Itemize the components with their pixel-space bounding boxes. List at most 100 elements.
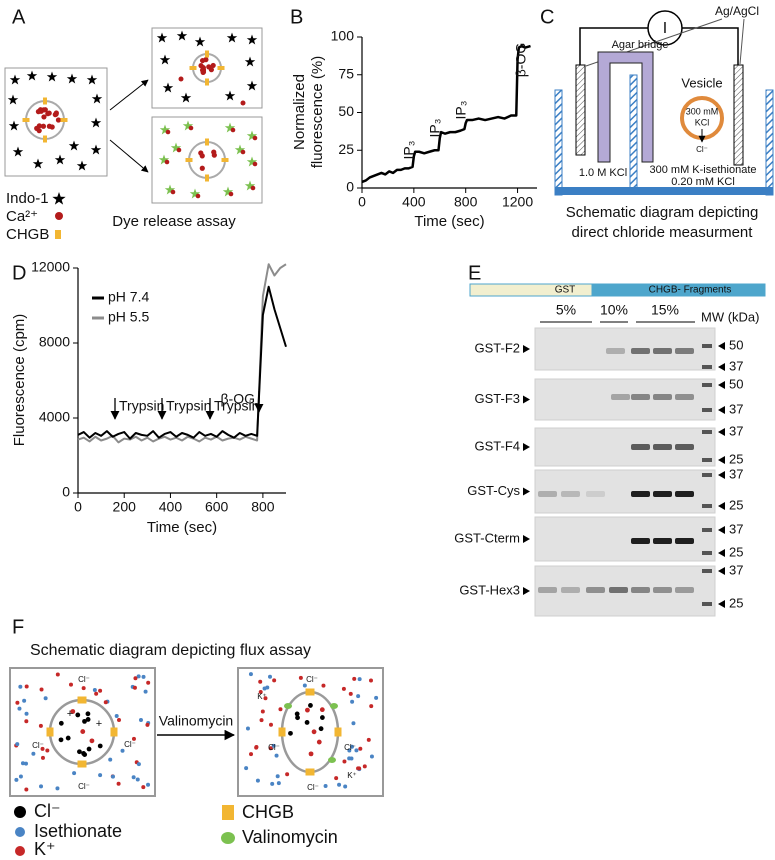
row-pointer xyxy=(523,487,530,496)
row-label: GST-Cys xyxy=(467,483,520,498)
calcium xyxy=(210,62,216,69)
pointer xyxy=(739,18,745,65)
calcium xyxy=(199,165,205,171)
ion-label: K⁺ xyxy=(347,771,357,780)
marker-label: 37 xyxy=(729,401,743,416)
ion xyxy=(22,698,27,703)
calcium xyxy=(200,69,206,76)
gel-band xyxy=(675,538,694,544)
treatment-label: Valinomycin xyxy=(159,713,233,729)
caption: Schematic diagram depicting xyxy=(566,204,759,221)
ion xyxy=(55,786,60,791)
panel-c: I Ag/AgCl Agar bridge Vesicle 300 mM KCl… xyxy=(554,4,774,241)
marker-pointer xyxy=(718,600,725,608)
ion xyxy=(58,737,64,743)
ion xyxy=(357,677,362,682)
chart: 0 4000 8000 12000 0 200 400 600 800 Time (sec) Flu… xyxy=(11,259,287,536)
gel-band xyxy=(561,491,580,497)
ion xyxy=(260,709,265,714)
percentage: 15% xyxy=(651,302,679,318)
ion xyxy=(39,687,44,692)
legend-label: Valinomycin xyxy=(242,827,338,847)
ion xyxy=(89,738,95,744)
ion xyxy=(268,746,273,751)
gel-band xyxy=(675,491,694,497)
row-label: GST-F4 xyxy=(474,438,520,453)
y-axis-label: Normalized xyxy=(291,74,308,150)
percentage: 5% xyxy=(556,302,576,318)
electrode xyxy=(575,64,586,156)
legend-label: Isethionate xyxy=(34,821,122,841)
marker-pointer xyxy=(718,526,725,534)
row-label: GST-Cterm xyxy=(454,530,520,545)
chgb xyxy=(221,158,229,162)
calcium xyxy=(195,193,201,199)
chgb xyxy=(43,97,47,105)
mw-label: MW (kDa) xyxy=(701,309,760,324)
y-tick-label: 0 xyxy=(62,484,70,500)
ion xyxy=(18,684,23,689)
marker-pointer xyxy=(718,567,725,575)
ion xyxy=(24,719,29,724)
charge-label: + xyxy=(96,718,102,730)
ion xyxy=(40,746,45,751)
ion xyxy=(70,709,76,714)
gel-band xyxy=(653,538,672,544)
calcium xyxy=(41,114,47,120)
x-tick-label: 800 xyxy=(454,194,478,210)
gel-band xyxy=(675,348,694,354)
legend-rect xyxy=(55,230,61,239)
ladder-band xyxy=(702,344,712,348)
ion xyxy=(244,766,249,771)
x-tick-label: 0 xyxy=(74,499,82,515)
ion xyxy=(262,686,267,691)
ion xyxy=(133,676,138,681)
ion xyxy=(347,748,352,753)
vesicle-content: 300 mM xyxy=(686,106,719,116)
calcium xyxy=(164,159,170,165)
ion xyxy=(334,776,339,781)
ion xyxy=(86,746,92,752)
gel-band xyxy=(586,491,605,497)
ion-label: Cl⁻ xyxy=(344,743,356,752)
ion xyxy=(135,777,140,782)
ion xyxy=(120,748,125,753)
caption: direct chloride measurment xyxy=(572,224,754,241)
calcium xyxy=(53,110,59,116)
ion xyxy=(145,722,150,727)
ion xyxy=(356,694,361,699)
ion xyxy=(143,689,148,694)
ion xyxy=(351,721,356,726)
panel-f: Schematic diagram depicting flux assay V… xyxy=(9,642,384,859)
ion xyxy=(298,675,303,680)
calcium xyxy=(240,100,246,106)
ion xyxy=(75,712,81,718)
bridge-label: Agar bridge xyxy=(612,39,669,51)
ion xyxy=(114,714,119,719)
ion-label: Cl⁻ xyxy=(78,675,90,684)
ion xyxy=(39,784,44,789)
calcium xyxy=(40,123,47,129)
gel-band xyxy=(538,587,557,593)
y-axis-label: Fluorescence (cpm) xyxy=(11,314,28,447)
ion xyxy=(146,680,151,685)
header-fragments xyxy=(591,283,766,297)
chgb xyxy=(305,688,315,696)
ion xyxy=(249,752,254,757)
electrode-label: Ag/AgCl xyxy=(715,4,759,18)
ion xyxy=(24,787,29,792)
ion xyxy=(337,782,342,787)
gel-band xyxy=(653,348,672,354)
ion xyxy=(263,696,268,701)
gel-band xyxy=(561,587,580,593)
marker-label: 25 xyxy=(729,497,743,512)
gel-band xyxy=(631,587,650,593)
ion xyxy=(245,726,250,731)
gel-band xyxy=(609,587,628,593)
ion xyxy=(43,696,48,701)
ion xyxy=(141,785,146,790)
y-tick-label: 25 xyxy=(338,141,354,157)
y-tick-label: 100 xyxy=(331,28,355,44)
ion xyxy=(308,751,314,757)
